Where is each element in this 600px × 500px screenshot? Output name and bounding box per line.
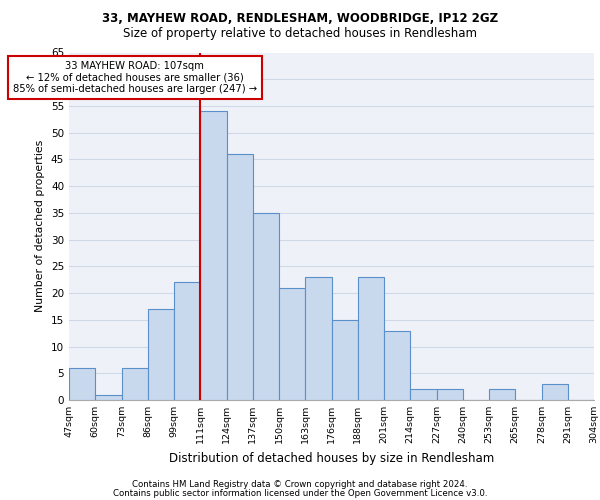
Bar xyxy=(489,390,515,400)
Bar xyxy=(410,390,437,400)
Text: Size of property relative to detached houses in Rendlesham: Size of property relative to detached ho… xyxy=(123,28,477,40)
Text: 33 MAYHEW ROAD: 107sqm
← 12% of detached houses are smaller (36)
85% of semi-det: 33 MAYHEW ROAD: 107sqm ← 12% of detached… xyxy=(13,60,257,94)
Text: Contains public sector information licensed under the Open Government Licence v3: Contains public sector information licen… xyxy=(113,488,487,498)
Bar xyxy=(542,384,568,400)
Bar xyxy=(95,394,121,400)
X-axis label: Distribution of detached houses by size in Rendlesham: Distribution of detached houses by size … xyxy=(169,452,494,464)
Bar xyxy=(200,112,227,400)
Bar xyxy=(305,277,331,400)
Bar xyxy=(121,368,148,400)
Bar xyxy=(227,154,253,400)
Bar xyxy=(253,213,279,400)
Bar xyxy=(174,282,200,400)
Bar xyxy=(279,288,305,400)
Bar xyxy=(331,320,358,400)
Text: 33, MAYHEW ROAD, RENDLESHAM, WOODBRIDGE, IP12 2GZ: 33, MAYHEW ROAD, RENDLESHAM, WOODBRIDGE,… xyxy=(102,12,498,26)
Bar xyxy=(358,277,384,400)
Y-axis label: Number of detached properties: Number of detached properties xyxy=(35,140,46,312)
Bar xyxy=(384,330,410,400)
Bar xyxy=(148,309,174,400)
Bar xyxy=(69,368,95,400)
Bar xyxy=(437,390,463,400)
Text: Contains HM Land Registry data © Crown copyright and database right 2024.: Contains HM Land Registry data © Crown c… xyxy=(132,480,468,489)
